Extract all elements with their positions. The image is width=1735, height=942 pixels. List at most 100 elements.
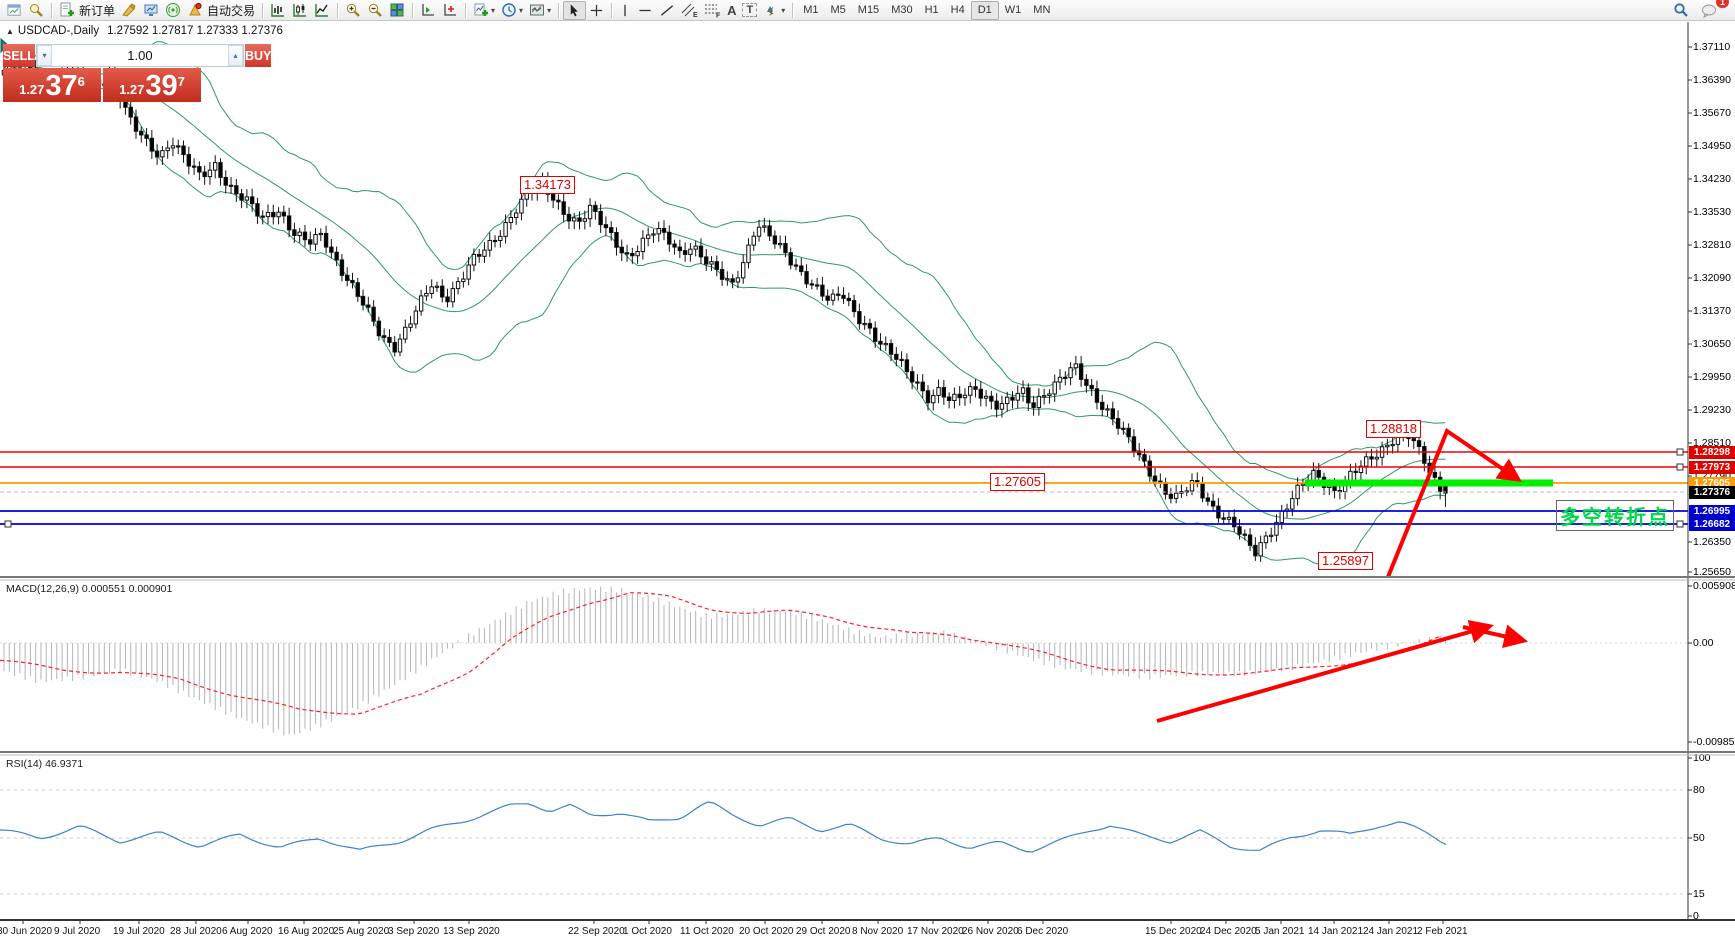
buy-button[interactable]: BUY — [244, 44, 272, 67]
buy-price-display[interactable]: 1.27 39 7 — [103, 68, 201, 102]
templates-button[interactable]: ▾ — [526, 1, 554, 20]
notifications-button[interactable]: 1 — [1698, 0, 1729, 20]
zoom-in-button[interactable] — [342, 1, 364, 20]
date-axis-label: 1 Oct 2020 — [623, 926, 672, 937]
arrow-shapes-icon — [767, 6, 775, 16]
template-icon — [530, 4, 545, 16]
toolbar-separator — [412, 2, 414, 18]
price-tick-label: 1.29230 — [1693, 404, 1731, 416]
price-tick-label: 1.32090 — [1693, 272, 1731, 284]
trendline-tool-button[interactable] — [656, 1, 678, 20]
candlestick-chart-icon — [293, 4, 307, 17]
date-axis-label: 17 Nov 2020 — [907, 926, 964, 937]
sell-button[interactable]: SELL — [3, 44, 35, 67]
timeframe-mn-button[interactable]: MN — [1033, 4, 1051, 16]
fibonacci-icon: F — [705, 4, 721, 18]
signals-button[interactable] — [162, 1, 184, 20]
price-annotation-label[interactable]: 1.27605 — [990, 473, 1045, 491]
chart-symbol-title: USDCAD-,Daily — [17, 25, 100, 37]
arrows-tool-button[interactable]: ▾ — [760, 1, 788, 20]
rsi-plot — [0, 789, 1688, 895]
dropdown-caret[interactable]: ▾ — [491, 5, 496, 15]
trendline-icon — [661, 4, 674, 16]
date-axis-label: 14 Jan 2021 — [1308, 926, 1364, 937]
equidistant-channel-tool-button[interactable]: E — [678, 1, 701, 20]
date-axis-label: 6 Aug 2020 — [222, 926, 273, 937]
timeframe-h1-button[interactable]: H1 — [924, 4, 939, 16]
new-order-button[interactable]: 新订单 — [56, 1, 118, 20]
autotrade-icon — [189, 2, 202, 16]
fibonacci-tool-button[interactable]: F — [701, 1, 724, 20]
indicator-axis-label: 0.005908 — [1693, 580, 1735, 592]
new-chart-button[interactable] — [4, 1, 25, 20]
dropdown-caret[interactable]: ▾ — [781, 5, 786, 15]
styler-button[interactable] — [118, 1, 140, 20]
date-axis-label: 20 Oct 2020 — [739, 926, 794, 937]
timeframe-m1-button[interactable]: M1 — [803, 4, 819, 16]
market-watch-button[interactable] — [140, 1, 162, 20]
vertical-line-tool-button[interactable] — [616, 1, 634, 20]
symbol-collapse-icon[interactable]: ▲ — [6, 27, 14, 36]
text-box-icon: T — [742, 3, 758, 17]
date-axis-label: 9 Jul 2020 — [54, 926, 101, 937]
dropdown-caret[interactable]: ▾ — [519, 5, 524, 15]
price-annotation-label[interactable]: 1.25897 — [1318, 552, 1373, 570]
equidistant-channel-icon: E — [681, 3, 698, 18]
pivot-point-text[interactable]: 多空转折点 — [1556, 500, 1674, 531]
profiles-button[interactable] — [25, 1, 47, 20]
price-tick-label: 1.36390 — [1693, 74, 1731, 86]
volume-increase-button[interactable]: ▴ — [227, 45, 243, 66]
tile-windows-button[interactable] — [386, 1, 408, 20]
profiles-magnifier-icon — [30, 4, 43, 17]
auto-scroll-icon — [422, 4, 435, 16]
date-axis-label: 22 Sep 2020 — [568, 926, 625, 937]
price-tick-label: 1.35670 — [1693, 107, 1731, 119]
horizontal-line-tool-button[interactable] — [634, 1, 656, 20]
date-axis-label: 2 Feb 2021 — [1417, 926, 1468, 937]
macd-trend-arrow — [1156, 620, 1494, 723]
dropdown-caret[interactable]: ▾ — [547, 5, 552, 15]
bollinger-band-line — [3, 63, 1446, 520]
price-annotation-label[interactable]: 1.28818 — [1366, 420, 1421, 438]
timeframe-m30-button[interactable]: M30 — [891, 4, 913, 16]
vertical-line-icon — [624, 4, 626, 16]
price-tick-label: 1.32810 — [1693, 239, 1731, 251]
indicators-button[interactable]: ▾ — [470, 1, 498, 20]
cursor-tool-button[interactable] — [563, 0, 587, 20]
indicator-axis-label: 50 — [1693, 832, 1705, 844]
date-axis-label: 3 Sep 2020 — [388, 926, 440, 937]
text-box-tool-button[interactable]: T — [739, 1, 760, 20]
timeframe-d1-button[interactable]: D1 — [970, 0, 999, 20]
horizontal-line-icon — [639, 9, 651, 11]
timeframe-m15-button[interactable]: M15 — [857, 4, 880, 16]
volume-input[interactable] — [51, 45, 228, 66]
chart-shift-button[interactable] — [439, 1, 461, 20]
timeframe-m5-button[interactable]: M5 — [830, 4, 846, 16]
indicators-icon — [474, 3, 489, 16]
toolbar-separator — [51, 2, 52, 18]
bar-chart-button[interactable] — [267, 1, 289, 20]
svg-text:E: E — [693, 12, 698, 18]
price-badge: 1.28298 — [1689, 445, 1735, 459]
search-button[interactable] — [1670, 1, 1692, 20]
volume-decrease-button[interactable]: ▾ — [36, 45, 52, 66]
date-axis-label: 8 Nov 2020 — [852, 926, 904, 937]
autotrade-button[interactable]: 自动交易 — [184, 1, 258, 20]
macd-plot — [0, 586, 1688, 736]
toolbar-separator — [792, 2, 794, 18]
periods-button[interactable]: ▾ — [498, 1, 526, 20]
rsi-line — [0, 801, 1447, 853]
timeframe-w1-button[interactable]: W1 — [1004, 4, 1022, 16]
zoom-out-button[interactable] — [364, 1, 386, 20]
crosshair-tool-button[interactable] — [586, 1, 607, 20]
candlestick-chart-button[interactable] — [289, 1, 311, 20]
line-chart-button[interactable] — [311, 1, 333, 20]
timeframe-h4-button[interactable]: H4 — [950, 4, 965, 16]
price-annotation-label[interactable]: 1.34173 — [520, 176, 575, 194]
toolbar-separator — [611, 2, 613, 18]
bollinger-band-line — [3, 41, 1446, 481]
auto-scroll-button[interactable] — [417, 1, 439, 20]
sell-price-display[interactable]: 1.27 37 6 — [3, 68, 101, 102]
text-label-tool-button[interactable]: A — [724, 1, 739, 20]
